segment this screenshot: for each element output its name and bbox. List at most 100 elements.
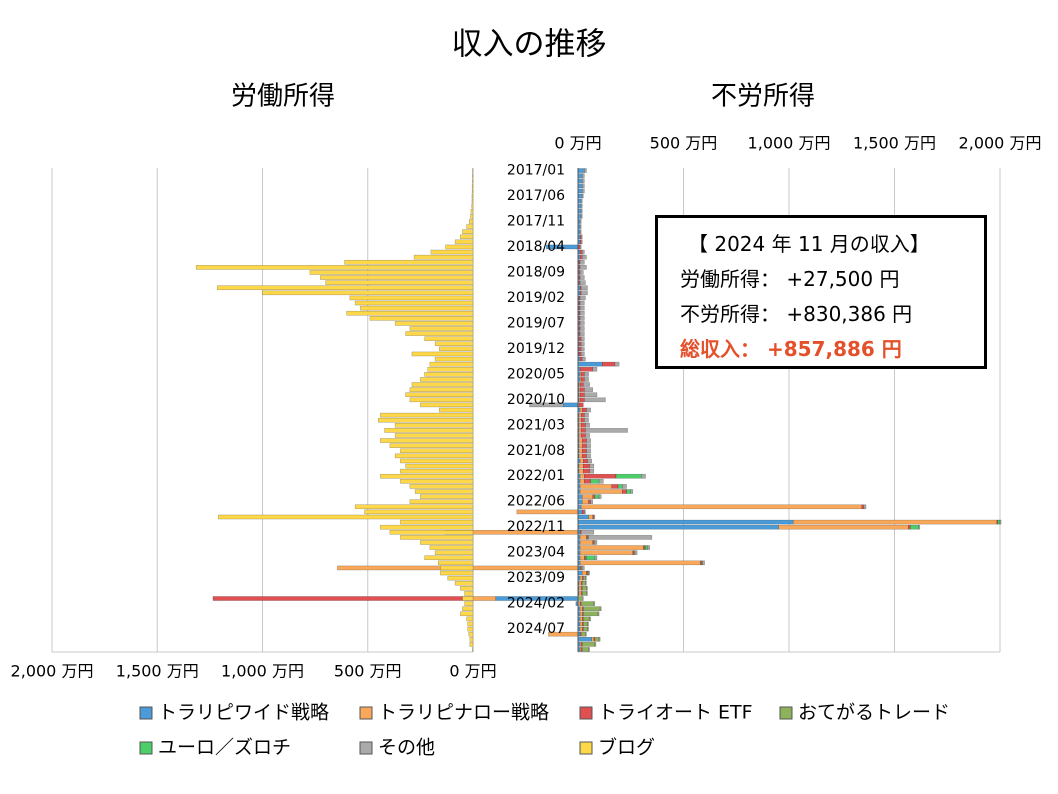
bar bbox=[579, 356, 583, 362]
bar bbox=[584, 372, 589, 377]
bar bbox=[454, 239, 474, 245]
bar bbox=[614, 361, 620, 367]
bar bbox=[581, 494, 594, 499]
bar bbox=[589, 616, 591, 622]
bar bbox=[378, 417, 474, 423]
y-tick-label: 2024/02 bbox=[507, 596, 565, 612]
bar bbox=[579, 280, 586, 285]
bar bbox=[581, 249, 585, 255]
bar bbox=[468, 631, 474, 637]
bar bbox=[580, 529, 595, 535]
bar bbox=[424, 555, 474, 561]
y-tick-label: 2022/11 bbox=[507, 519, 565, 535]
bar bbox=[580, 601, 595, 606]
legend-label: トラリピナロー戦略 bbox=[378, 702, 549, 724]
bar bbox=[590, 479, 600, 484]
bar bbox=[583, 621, 588, 627]
bar bbox=[579, 387, 585, 392]
bar bbox=[578, 336, 582, 341]
bar bbox=[360, 305, 474, 311]
bar bbox=[585, 575, 587, 581]
bar bbox=[581, 626, 584, 632]
bar bbox=[581, 565, 585, 571]
bar bbox=[997, 519, 1001, 525]
bar bbox=[581, 407, 587, 413]
bar bbox=[578, 443, 583, 448]
bar bbox=[630, 489, 634, 494]
bar bbox=[216, 285, 474, 291]
bar bbox=[467, 621, 474, 627]
bar bbox=[594, 642, 597, 647]
legend-label: ユーロ／ズロチ bbox=[158, 737, 291, 759]
bar bbox=[581, 642, 596, 647]
bar bbox=[586, 586, 588, 591]
bar bbox=[579, 535, 587, 540]
bar bbox=[580, 417, 585, 423]
bar bbox=[577, 188, 583, 194]
x-tick-label: 0 万円 bbox=[554, 134, 601, 153]
bar bbox=[588, 499, 591, 504]
bar bbox=[581, 254, 587, 260]
bar bbox=[462, 229, 474, 234]
bar bbox=[910, 524, 920, 530]
bar bbox=[579, 229, 582, 234]
bar bbox=[586, 407, 591, 413]
bar bbox=[583, 468, 590, 474]
bar bbox=[580, 341, 585, 347]
bar bbox=[581, 647, 589, 652]
bar bbox=[594, 636, 600, 642]
bar bbox=[643, 545, 645, 550]
bar bbox=[581, 575, 584, 581]
bar bbox=[424, 336, 474, 341]
panel-title: 労働所得 bbox=[231, 82, 335, 112]
bar bbox=[586, 438, 591, 443]
bar bbox=[577, 570, 583, 576]
bar bbox=[602, 361, 616, 367]
bar bbox=[580, 377, 585, 382]
bar bbox=[462, 606, 474, 611]
bar bbox=[354, 300, 474, 306]
x-tick-label: 2,000 万円 bbox=[959, 134, 1042, 153]
bar bbox=[585, 422, 590, 428]
bar bbox=[469, 642, 474, 647]
bar bbox=[587, 458, 592, 464]
bar bbox=[598, 636, 601, 642]
bar bbox=[394, 433, 474, 438]
bar bbox=[429, 545, 474, 550]
bar bbox=[394, 321, 474, 326]
bar bbox=[597, 611, 600, 617]
bar bbox=[411, 351, 474, 357]
bar bbox=[584, 392, 598, 398]
bar bbox=[578, 412, 582, 418]
bar bbox=[579, 606, 583, 611]
x-tick-label: 500 万円 bbox=[334, 662, 402, 681]
bar bbox=[414, 489, 474, 494]
bar bbox=[584, 387, 594, 392]
bar bbox=[438, 560, 474, 566]
bar bbox=[447, 575, 474, 581]
bar bbox=[400, 448, 474, 454]
bar bbox=[580, 412, 585, 418]
bar bbox=[611, 484, 619, 489]
bar bbox=[581, 183, 585, 189]
bar bbox=[583, 611, 599, 617]
bar bbox=[579, 397, 585, 403]
bar bbox=[581, 356, 586, 362]
bar bbox=[405, 331, 474, 336]
bar bbox=[440, 565, 474, 571]
bar bbox=[579, 555, 585, 561]
y-tick-label: 2020/05 bbox=[507, 366, 565, 382]
legend-swatch bbox=[359, 741, 373, 755]
bar bbox=[579, 575, 583, 581]
bar bbox=[594, 555, 598, 561]
bar bbox=[585, 631, 587, 637]
bar bbox=[579, 611, 583, 617]
bar bbox=[578, 468, 584, 474]
bar bbox=[405, 463, 474, 469]
y-tick-label: 2022/01 bbox=[507, 468, 565, 484]
bar bbox=[439, 407, 474, 413]
bar bbox=[592, 366, 598, 372]
bar bbox=[400, 519, 474, 525]
bar bbox=[585, 433, 590, 438]
bar bbox=[599, 606, 602, 611]
